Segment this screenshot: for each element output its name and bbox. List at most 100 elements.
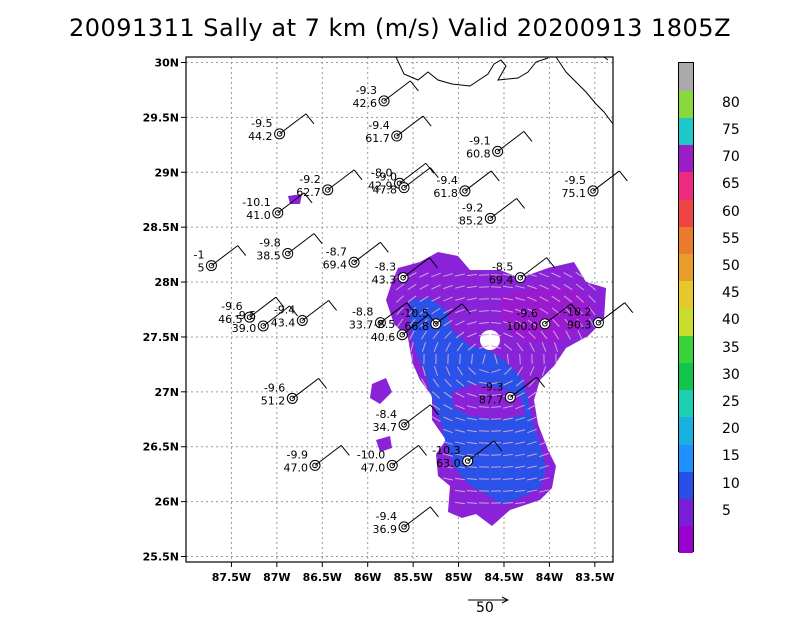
station-dot: [590, 188, 596, 194]
colorbar-segment: [679, 416, 693, 445]
dropsonde: -9.575.1: [562, 170, 628, 200]
field-vector: [502, 453, 514, 457]
colorbar-segment: [679, 498, 693, 527]
field-vector: [502, 429, 514, 433]
field-vector: [553, 342, 559, 352]
field-vector: [576, 306, 584, 316]
wind-speed-label: 40.6: [371, 331, 396, 344]
colorbar-segment: [679, 444, 693, 472]
station-dot: [462, 188, 468, 194]
wind-speed-label: 5: [197, 262, 204, 275]
wind-barb-shaft: [262, 305, 290, 327]
field-vector: [466, 478, 478, 480]
temperature-label: -10.0: [357, 448, 385, 461]
field-vector: [515, 379, 525, 387]
temperature-label: -8.8: [352, 306, 373, 319]
field-vector: [419, 307, 429, 315]
wind-barb-shaft: [396, 115, 424, 137]
field-vector: [507, 353, 509, 365]
wind-speed-label: 47.0: [361, 461, 386, 474]
temperature-label: -8.5: [374, 318, 395, 331]
dropsonde: -9.342.6: [353, 80, 419, 110]
temperature-label: -8.4: [376, 408, 397, 421]
wind-speed-label: 87.7: [479, 393, 504, 406]
field-vector: [519, 353, 521, 365]
field-vector: [478, 418, 490, 420]
field-vector: [539, 489, 549, 493]
field-vector: [431, 416, 441, 422]
field-vector: [455, 441, 465, 445]
wind-barb-shaft: [353, 241, 381, 263]
station-dot: [312, 462, 318, 469]
field-vector: [455, 273, 465, 277]
field-vector: [552, 319, 560, 327]
field-vector: [491, 345, 501, 349]
temperature-label: -9.1: [469, 134, 490, 147]
field-vector: [528, 331, 536, 339]
field-vector: [478, 298, 490, 300]
field-vector: [503, 343, 513, 351]
dropsonde: -10.141.0: [242, 192, 313, 222]
temperature-label: -1: [193, 249, 204, 262]
field-vector: [466, 466, 478, 468]
field-vector: [515, 404, 525, 410]
field-vector: [466, 502, 478, 504]
field-vector: [503, 332, 513, 338]
wind-barb-shaft: [598, 302, 626, 324]
wind-barb-flag: [429, 167, 439, 178]
field-vector: [433, 366, 439, 376]
temperature-label: -9.3: [482, 380, 503, 393]
field-vector: [527, 308, 537, 314]
field-vector: [454, 489, 466, 493]
wind-speed-label: 75.1: [562, 187, 587, 200]
wind-barb-flag: [429, 506, 439, 518]
y-tick-label: 26.5N: [143, 441, 179, 454]
dropsonde: -9.947.0: [284, 444, 350, 474]
field-vector: [527, 404, 537, 410]
plot-frame: [185, 56, 614, 563]
field-vector: [466, 441, 478, 445]
y-tick-label: 26N: [154, 496, 179, 509]
station-dot: [389, 462, 396, 469]
y-tick-label: 29.5N: [143, 111, 179, 124]
wind-barb-flag: [461, 303, 471, 315]
colorbar-label: 20: [722, 421, 740, 438]
dropsonde: -9.461.8: [433, 170, 500, 200]
dropsonde: -9.443.4: [271, 300, 338, 329]
field-vector: [454, 453, 466, 457]
colorbar-segment: [679, 280, 693, 309]
temperature-label: -9.4: [274, 303, 295, 316]
field-vector: [494, 354, 498, 364]
wind-speed-label: 69.4: [489, 274, 514, 287]
field-vector: [408, 318, 416, 328]
field-vector: [407, 295, 417, 303]
field-vector: [515, 331, 525, 339]
colorbar-label: 10: [722, 475, 740, 492]
field-vector: [527, 284, 537, 290]
field-vector: [502, 441, 514, 445]
temperature-label: -9.6: [264, 381, 285, 394]
wind-barb-shaft: [510, 376, 537, 398]
field-vector: [479, 345, 489, 349]
wind-barb-flag: [546, 257, 556, 268]
wind-barb-shaft: [401, 314, 429, 336]
field-vector: [408, 307, 416, 315]
field-vector: [468, 367, 476, 375]
field-vector: [420, 330, 428, 340]
colorbar-segment: [679, 90, 693, 118]
field-vector: [443, 404, 453, 410]
wind-barb-flag: [303, 192, 313, 204]
dropsonde: -9.646.5: [218, 296, 285, 326]
station-dot: [208, 262, 215, 269]
field-vector: [563, 295, 573, 303]
colorbar-segment: [679, 117, 693, 146]
station-dot: [400, 274, 406, 281]
field-vector: [490, 298, 502, 300]
field-vector: [454, 501, 466, 505]
wind-barb-shaft: [249, 296, 277, 318]
wind-barb-shaft: [464, 170, 492, 192]
wind-barb-flag: [305, 113, 315, 125]
field-vector: [432, 330, 440, 340]
